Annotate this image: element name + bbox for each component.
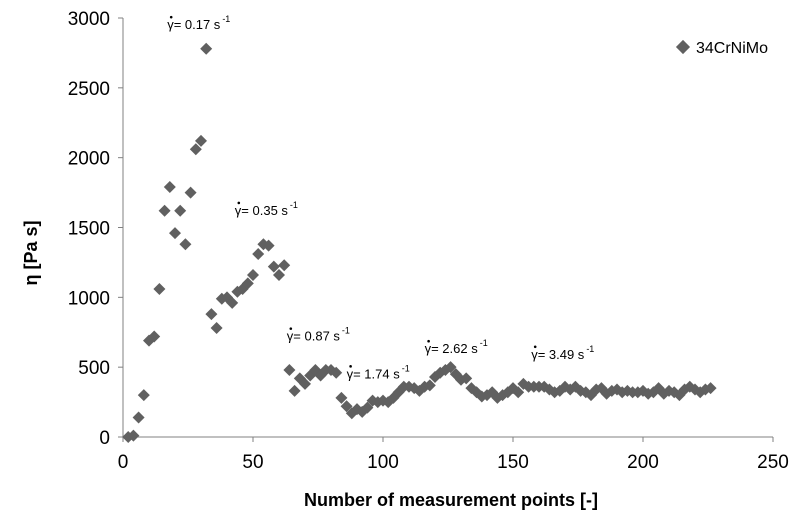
data-point [460, 372, 473, 385]
x-tick-label: 250 [757, 452, 789, 473]
data-point [210, 322, 223, 335]
data-point [184, 186, 197, 199]
x-tick-label: 150 [497, 452, 529, 473]
y-tick-label: 1000 [68, 288, 110, 309]
data-point [299, 377, 311, 390]
shear-rate-exponent: -1 [342, 326, 350, 336]
data-point [283, 363, 296, 376]
data-point [169, 227, 181, 240]
shear-rate-text: γ= 0.35 s [235, 203, 289, 218]
data-point [241, 277, 254, 290]
shear-rate-label: γ= 0.17 s -1 [167, 14, 230, 32]
data-point [137, 389, 150, 402]
shear-rate-label: γ= 1.74 s -1 [347, 363, 410, 381]
data-point [340, 400, 353, 413]
data-point [132, 411, 145, 424]
shear-rate-text: γ= 3.49 s [531, 347, 585, 362]
x-tick-label: 200 [627, 452, 659, 473]
shear-rate-label: γ= 3.49 s -1 [531, 344, 594, 362]
y-tick-label: 1500 [68, 219, 110, 240]
x-tick-label: 50 [242, 452, 263, 473]
data-point [273, 268, 285, 281]
y-axis-tick-labels: 0 500 1000 1500 2000 2500 3000 [68, 9, 110, 449]
data-point [361, 401, 374, 414]
data-point [189, 143, 202, 156]
shear-rate-exponent: -1 [290, 200, 298, 210]
gamma-dot [237, 201, 241, 205]
data-point [512, 386, 525, 399]
data-point [423, 379, 436, 392]
data-point [262, 239, 275, 252]
shear-rate-annotations: γ= 0.17 s -1γ= 0.35 s -1γ= 0.87 s -1γ= 1.74… [167, 14, 594, 381]
shear-rate-text: γ= 1.74 s [347, 366, 401, 381]
data-point [335, 391, 348, 404]
data-point [704, 382, 717, 395]
data-point [288, 384, 301, 397]
y-tick-label: 0 [99, 428, 110, 449]
data-point [179, 238, 192, 251]
y-tick-label: 3000 [68, 9, 110, 30]
shear-rate-text: γ= 0.17 s [167, 17, 221, 32]
data-point [158, 204, 171, 217]
x-axis-tick-labels: 0 50 100 150 200 250 [118, 452, 789, 473]
data-point [226, 296, 239, 309]
shear-rate-exponent: -1 [480, 338, 488, 348]
data-points [122, 42, 717, 443]
data-point [252, 248, 265, 261]
data-point [200, 42, 213, 55]
shear-rate-text: γ= 0.87 s [287, 329, 341, 344]
legend: 34CrNiMo [675, 39, 768, 57]
y-tick-label: 2500 [68, 79, 110, 100]
data-point [174, 204, 187, 217]
data-point [330, 366, 343, 379]
axis-tick-marks [118, 17, 774, 442]
x-axis-title: Number of measurement points [-] [304, 490, 598, 510]
legend-label: 34CrNiMo [696, 40, 768, 57]
shear-rate-label: γ= 0.35 s -1 [235, 200, 298, 218]
legend-marker [675, 39, 691, 55]
shear-rate-text: γ= 2.62 s [425, 341, 479, 356]
data-point [247, 268, 259, 281]
data-point [153, 282, 166, 295]
data-point [267, 260, 280, 273]
gamma-dot [533, 345, 537, 349]
y-tick-label: 2000 [68, 149, 110, 170]
gamma-dot [289, 327, 293, 330]
x-tick-label: 100 [367, 452, 399, 473]
shear-rate-exponent: -1 [222, 14, 230, 24]
x-tick-label: 0 [118, 452, 129, 473]
data-point [127, 429, 140, 442]
shear-rate-label: γ= 2.62 s -1 [425, 338, 488, 356]
data-point [195, 134, 207, 147]
y-tick-label: 500 [78, 358, 110, 379]
gamma-dot [169, 15, 173, 19]
y-axis-title: η [Pa s] [21, 220, 41, 285]
shear-rate-exponent: -1 [402, 363, 410, 373]
shear-rate-exponent: -1 [586, 344, 594, 354]
shear-rate-label: γ= 0.87 s -1 [287, 326, 350, 344]
data-point [444, 361, 457, 374]
data-point [148, 330, 161, 343]
gamma-dot [427, 339, 430, 343]
gamma-dot [349, 365, 352, 368]
data-point [205, 308, 218, 321]
data-point [278, 259, 291, 272]
data-point [163, 180, 176, 193]
